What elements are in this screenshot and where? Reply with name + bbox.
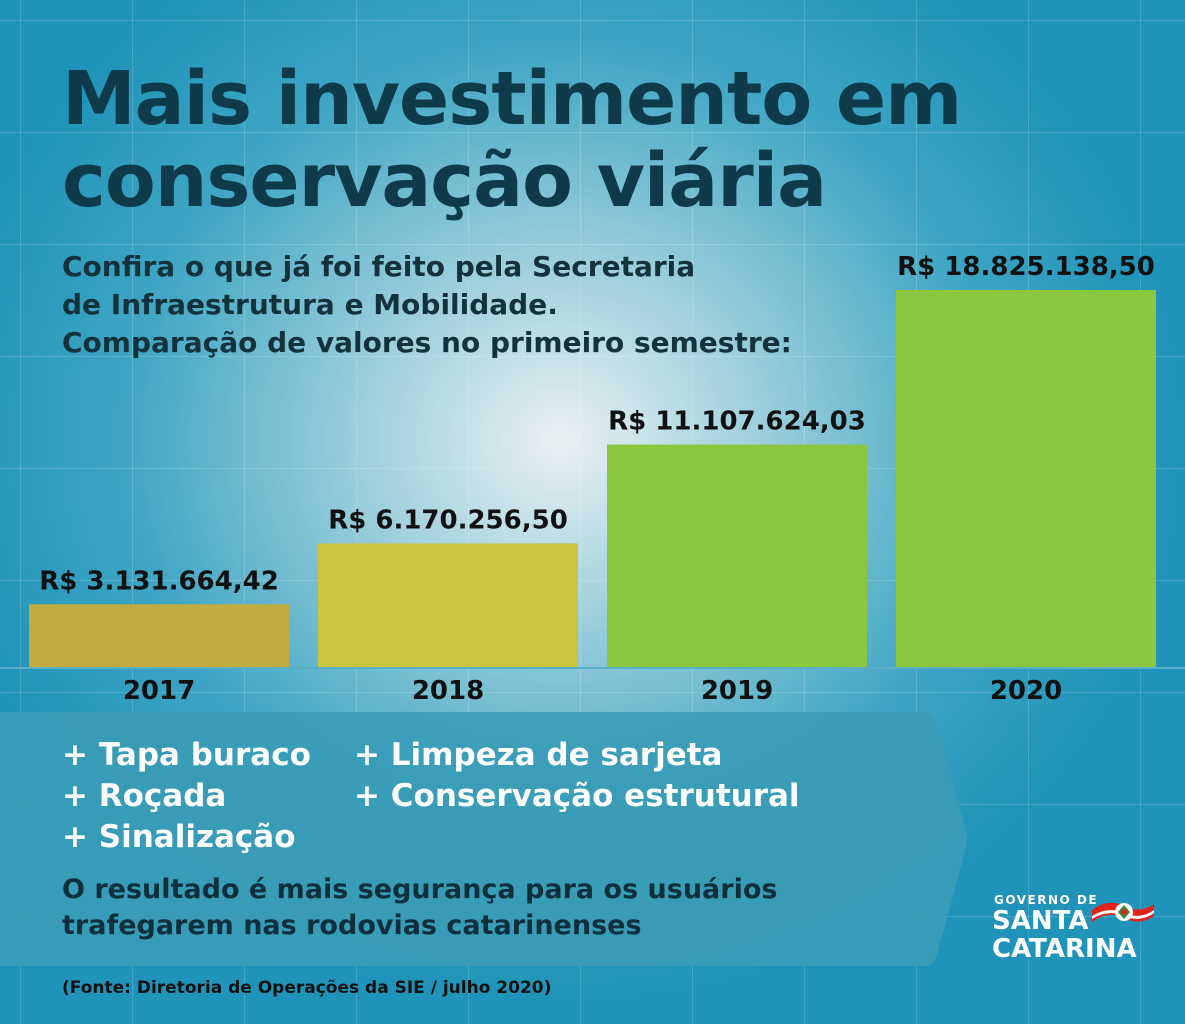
info-panel-shape (0, 712, 967, 966)
services-column-1: + Tapa buraco + Roçada + Sinalização (62, 735, 311, 858)
title-line-1: Mais investimento em (62, 56, 962, 142)
bar-2020 (896, 290, 1156, 667)
result-line-2: trafegarem nas rodovias catarinenses (62, 910, 642, 941)
bar-chart: R$ 3.131.664,42 2017 R$ 6.170.256,50 2018 R$… (0, 252, 1185, 706)
list-item: + Conservação estrutural (354, 778, 800, 814)
list-item: + Limpeza de sarjeta (354, 737, 723, 773)
title-line-2: conservação viária (62, 138, 827, 224)
government-logo: GOVERNO DE SANTA CATARINA (990, 893, 1165, 965)
x-tick-label: 2019 (701, 676, 773, 706)
bar-value-label: R$ 3.131.664,42 (39, 566, 279, 596)
flag-icon (1092, 902, 1154, 922)
subtitle: Confira o que já foi feito pela Secretar… (62, 248, 792, 362)
bar-value-label: R$ 11.107.624,03 (608, 407, 866, 437)
list-item: + Sinalização (62, 819, 296, 855)
subtitle-line-1: Confira o que já foi feito pela Secretar… (62, 250, 696, 283)
result-text: O resultado é mais segurança para os usu… (62, 872, 777, 944)
logo-small-text: GOVERNO DE (994, 893, 1099, 907)
info-panel (0, 712, 968, 966)
bar-value-label: R$ 6.170.256,50 (328, 505, 568, 535)
source-note: (Fonte: Diretoria de Operações da SIE / … (62, 978, 552, 998)
logo-line-1: SANTA (992, 906, 1089, 936)
x-tick-label: 2017 (123, 676, 195, 706)
subtitle-line-3: Comparação de valores no primeiro semest… (62, 326, 792, 359)
bar-value-label: R$ 18.825.138,50 (897, 252, 1155, 282)
bar-2019 (607, 444, 867, 667)
list-item: + Roçada (62, 778, 227, 814)
page-title: Mais investimento em conservação viária (62, 56, 962, 224)
x-tick-label: 2020 (990, 676, 1062, 706)
bar-2017 (29, 604, 289, 667)
subtitle-line-2: de Infraestrutura e Mobilidade. (62, 288, 558, 321)
result-line-1: O resultado é mais segurança para os usu… (62, 874, 778, 905)
list-item: + Tapa buraco (62, 737, 311, 773)
bar-2018 (318, 543, 578, 667)
logo-line-2: CATARINA (992, 934, 1137, 964)
x-tick-label: 2018 (412, 676, 484, 706)
services-column-2: + Limpeza de sarjeta + Conservação estru… (354, 735, 800, 817)
logo-main-text: SANTA CATARINA (992, 907, 1137, 963)
